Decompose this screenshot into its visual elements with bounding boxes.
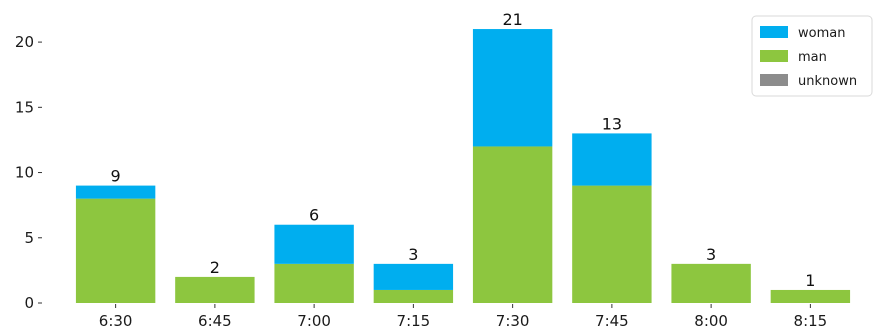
x-tick-label: 7:30 (496, 312, 530, 330)
bar-segment-man (472, 146, 553, 303)
x-tick-label: 7:45 (595, 312, 629, 330)
x-tick-label: 8:15 (794, 312, 828, 330)
y-axis: 0 5 10 15 20 (15, 33, 42, 312)
bars-layer (75, 29, 851, 303)
legend-label-unknown: unknown (798, 74, 857, 89)
x-tick-label: 8:00 (694, 312, 728, 330)
bar-segment-man (671, 263, 751, 303)
legend-label-man: man (798, 50, 827, 65)
legend-swatch-unknown (760, 74, 788, 86)
bar-total-label: 3 (706, 245, 716, 264)
bar-total-label: 2 (210, 258, 220, 277)
bar-segment-woman (274, 224, 354, 264)
bar-segment-man (572, 185, 652, 303)
bar-segment-woman (75, 185, 156, 199)
bar-segment-woman (472, 29, 553, 147)
x-tick-label: 6:45 (198, 312, 232, 330)
y-tick-label: 5 (24, 229, 34, 247)
totals-layer: 9 2 6 3 21 13 3 1 (111, 10, 816, 290)
x-tick-label: 7:00 (297, 312, 331, 330)
x-axis: 6:30 6:45 7:00 7:15 7:30 7:45 8:00 8:15 (99, 304, 827, 330)
bar-segment-man (175, 276, 255, 303)
bar-segment-man (770, 289, 851, 303)
y-tick-label: 15 (15, 98, 34, 116)
legend: woman man unknown (751, 15, 873, 97)
bar-segment-man (274, 263, 354, 303)
bar-segment-woman (572, 133, 652, 186)
y-tick-label: 10 (15, 164, 34, 182)
y-tick-label: 0 (24, 294, 34, 312)
legend-swatch-man (760, 50, 788, 62)
x-tick-label: 7:15 (397, 312, 431, 330)
bar-total-label: 1 (805, 271, 815, 290)
bar-total-label: 9 (111, 167, 121, 186)
bar-total-label: 3 (408, 245, 418, 264)
y-tick-label: 20 (15, 33, 34, 51)
x-tick-label: 6:30 (99, 312, 133, 330)
bar-total-label: 6 (309, 206, 319, 225)
legend-label-woman: woman (798, 26, 845, 41)
legend-swatch-woman (760, 26, 788, 38)
bar-total-label: 13 (602, 114, 622, 133)
bar-segment-woman (373, 263, 454, 290)
bar-segment-man (373, 289, 454, 303)
bar-segment-man (75, 198, 156, 303)
bar-total-label: 21 (502, 10, 522, 29)
